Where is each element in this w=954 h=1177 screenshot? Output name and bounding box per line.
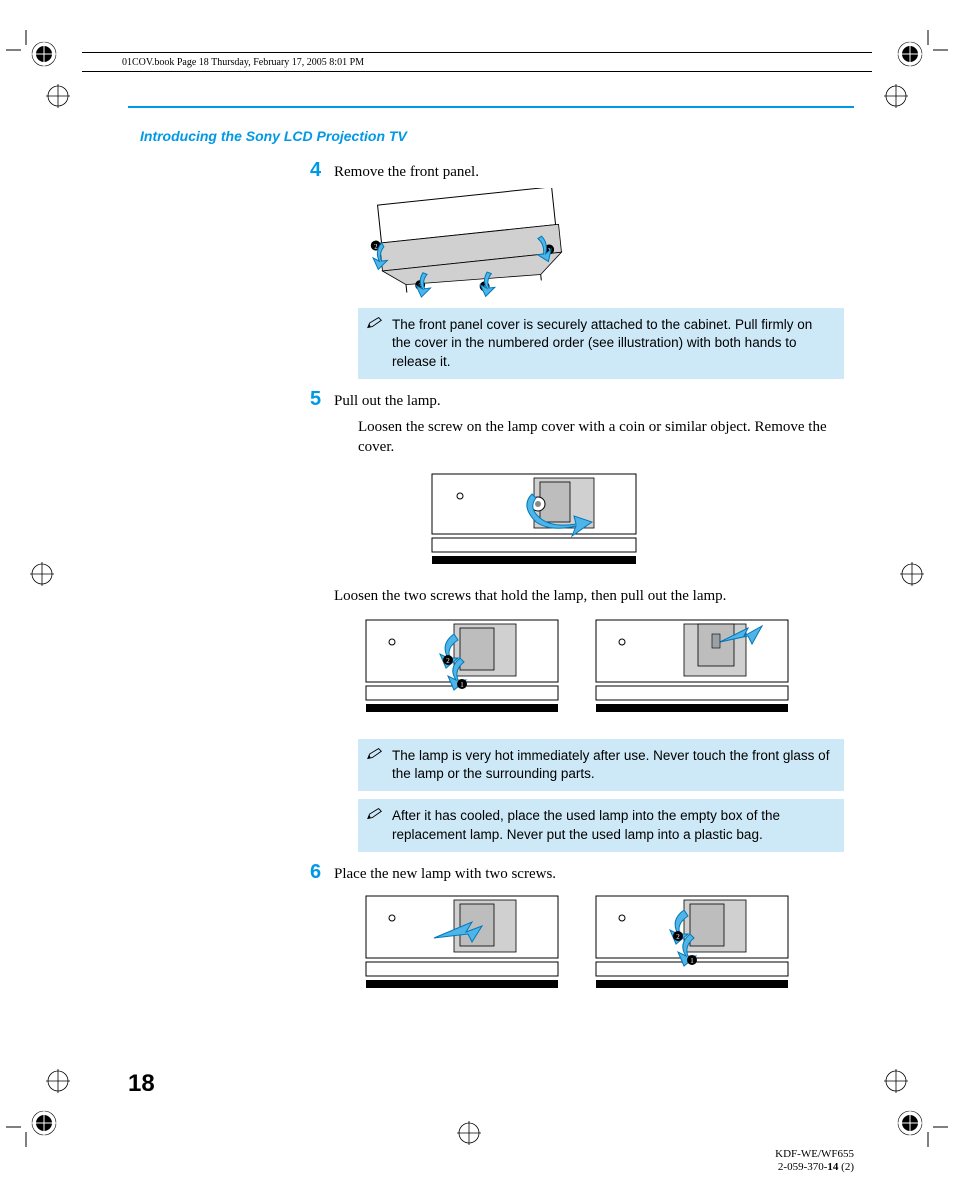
figure-lamp-screws: 1 2 [362,614,844,729]
reg-target [30,40,58,68]
step-number: 6 [310,861,321,884]
step-text: Pull out the lamp. [334,391,844,411]
reg-target [882,82,910,110]
section-title: Introducing the Sony LCD Projection TV [140,128,407,144]
section-divider [128,106,854,108]
footer-model: KDF-WE/WF655 [775,1148,854,1161]
doc-footer: KDF-WE/WF655 2-059-370-14 (2) [775,1148,854,1174]
figure-front-panel: 2 3 4 1 [362,188,844,298]
step-text: Place the new lamp with two screws. [334,864,844,884]
reg-target [882,1067,910,1095]
pencil-icon [366,316,384,330]
reg-target [28,560,56,588]
reg-target [455,1119,483,1147]
step-4: 4 Remove the front panel. 2 3 4 1 [334,162,844,379]
step-sub-text: Loosen the screw on the lamp cover with … [358,417,844,458]
step-text: Remove the front panel. [334,162,844,182]
note-box: The lamp is very hot immediately after u… [358,739,844,791]
step-sub-text: Loosen the two screws that hold the lamp… [334,586,844,606]
print-header: 01COV.book Page 18 Thursday, February 17… [82,52,872,72]
step-number: 5 [310,388,321,411]
page-content: 4 Remove the front panel. 2 3 4 1 [334,162,844,1017]
svg-text:1: 1 [460,681,464,689]
pencil-icon [366,807,384,821]
note-box: After it has cooled, place the used lamp… [358,799,844,851]
step-5: 5 Pull out the lamp. Loosen the screw on… [334,391,844,852]
figure-new-lamp: 1 2 [362,890,844,1005]
reg-target [896,1109,924,1137]
step-number: 4 [310,159,321,182]
reg-target [44,82,72,110]
note-text: The lamp is very hot immediately after u… [392,748,829,781]
svg-text:1: 1 [690,957,694,965]
reg-target [898,560,926,588]
page-number: 18 [128,1070,155,1098]
note-text: The front panel cover is securely attach… [392,317,812,368]
note-text: After it has cooled, place the used lamp… [392,808,780,841]
pencil-icon [366,747,384,761]
svg-text:2: 2 [676,933,680,941]
reg-target [44,1067,72,1095]
reg-target [30,1109,58,1137]
reg-target [896,40,924,68]
note-box: The front panel cover is securely attach… [358,308,844,379]
footer-doc: 2-059-370-14 (2) [775,1161,854,1174]
svg-text:2: 2 [446,657,450,665]
step-6: 6 Place the new lamp with two screws. [334,864,844,1005]
print-header-text: 01COV.book Page 18 Thursday, February 17… [122,57,364,68]
figure-lamp-cover [424,466,844,576]
